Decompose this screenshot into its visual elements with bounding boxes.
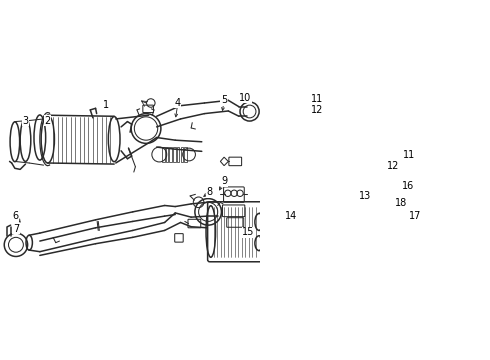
- Text: 3: 3: [23, 116, 28, 126]
- Text: 17: 17: [409, 211, 421, 221]
- Text: 12: 12: [387, 161, 399, 171]
- Text: 14: 14: [285, 211, 297, 221]
- Text: 1: 1: [103, 100, 109, 110]
- Text: 8: 8: [207, 187, 213, 197]
- Bar: [173, 147, 176, 162]
- Text: 18: 18: [395, 198, 408, 208]
- Bar: [177, 147, 179, 162]
- Bar: [166, 147, 169, 162]
- Text: 9: 9: [221, 176, 227, 186]
- Bar: [170, 147, 172, 162]
- Text: 11: 11: [312, 94, 324, 104]
- Text: 5: 5: [221, 95, 227, 105]
- Text: 10: 10: [239, 93, 251, 103]
- Text: 11: 11: [403, 150, 415, 160]
- Bar: [180, 147, 183, 162]
- Text: 2: 2: [45, 116, 51, 126]
- Text: 13: 13: [359, 191, 371, 201]
- Text: 15: 15: [243, 227, 255, 237]
- Text: 12: 12: [311, 105, 324, 115]
- Text: 7: 7: [13, 224, 19, 234]
- Text: 16: 16: [402, 181, 414, 192]
- Bar: [162, 147, 165, 162]
- Bar: [184, 147, 187, 162]
- Text: 4: 4: [175, 98, 181, 108]
- Text: 6: 6: [13, 211, 19, 221]
